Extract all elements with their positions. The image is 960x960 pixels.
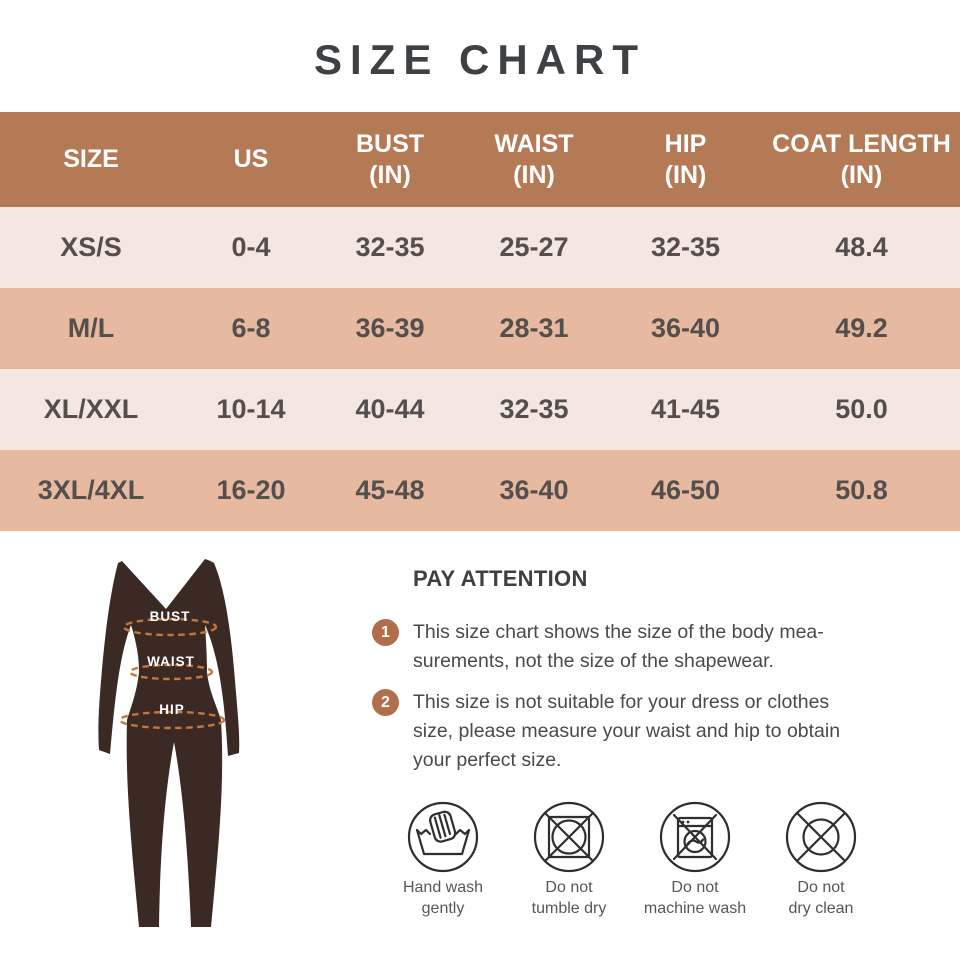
number-1-badge: 1 <box>372 619 399 646</box>
cell-bust: 45-48 <box>355 475 425 506</box>
header-us: US <box>233 145 269 174</box>
no-tumble-dry-icon <box>533 801 605 873</box>
care-instructions: Hand wash gently Do not tumble dry <box>380 800 884 919</box>
cell-size: XS/S <box>60 232 122 263</box>
cell-coat: 50.8 <box>835 475 888 506</box>
care-label: Do not dry clean <box>788 879 854 917</box>
table-row: XS/S 0-4 32-35 25-27 32-35 48.4 <box>0 207 960 288</box>
no-machine-wash-icon <box>659 801 731 873</box>
cell-waist: 28-31 <box>499 313 569 344</box>
care-label: Do not tumble dry <box>531 879 607 917</box>
table-row: 3XL/4XL 16-20 45-48 36-40 46-50 50.8 <box>0 450 960 531</box>
care-label: Hand wash gently <box>402 879 484 917</box>
header-size: SIZE <box>63 145 119 174</box>
header-hip: HIP (IN) <box>664 130 707 189</box>
shapewear-figure: BUST WAIST HIP <box>98 559 240 927</box>
cell-waist: 36-40 <box>499 475 569 506</box>
table-row: M/L 6-8 36-39 28-31 36-40 49.2 <box>0 288 960 369</box>
cell-us: 16-20 <box>216 475 286 506</box>
measurement-lines <box>118 617 226 730</box>
cell-size: XL/XXL <box>43 394 139 425</box>
cell-waist: 25-27 <box>499 232 569 263</box>
hip-label: HIP <box>159 702 185 717</box>
cell-us: 6-8 <box>231 313 271 344</box>
table-row: XL/XXL 10-14 40-44 32-35 41-45 50.0 <box>0 369 960 450</box>
cell-bust: 36-39 <box>355 313 425 344</box>
care-item-no-tumble-dry: Do not tumble dry <box>506 800 632 919</box>
cell-us: 0-4 <box>231 232 271 263</box>
header-coat-length: COAT LENGTH (IN) <box>772 130 951 189</box>
cell-hip: 32-35 <box>650 232 721 263</box>
care-label: Do not machine wash <box>643 879 747 917</box>
no-dry-clean-icon <box>785 801 857 873</box>
attention-item-1: 1 This size chart shows the size of the … <box>372 618 933 676</box>
attention-text-2: This size is not suitable for your dress… <box>413 691 841 771</box>
attention-heading: PAY ATTENTION <box>413 566 588 591</box>
bust-line <box>122 617 218 637</box>
cell-bust: 32-35 <box>355 232 425 263</box>
hand-wash-icon <box>407 801 479 873</box>
cell-hip: 41-45 <box>650 394 721 425</box>
cell-size: M/L <box>67 313 115 344</box>
cell-coat: 48.4 <box>835 232 888 263</box>
attention-item-2: 2 This size is not suitable for your dre… <box>372 688 933 775</box>
cell-size: 3XL/4XL <box>37 475 145 506</box>
cell-coat: 50.0 <box>835 394 888 425</box>
cell-us: 10-14 <box>216 394 286 425</box>
cell-hip: 36-40 <box>650 313 721 344</box>
cell-coat: 49.2 <box>835 313 888 344</box>
table-header-row: SIZE US BUST (IN) WAIST (IN) HIP (IN) COAT … <box>0 112 960 207</box>
cell-waist: 32-35 <box>499 394 569 425</box>
hip-line <box>118 710 226 730</box>
cell-bust: 40-44 <box>355 394 425 425</box>
waist-line <box>128 663 214 681</box>
jumpsuit-silhouette <box>98 559 240 927</box>
waist-label: WAIST <box>147 654 195 669</box>
header-bust: BUST (IN) <box>355 130 425 189</box>
size-table: SIZE US BUST (IN) WAIST (IN) HIP (IN) COAT … <box>0 112 960 531</box>
care-item-no-machine-wash: Do not machine wash <box>632 800 758 919</box>
care-item-no-dry-clean: Do not dry clean <box>758 800 884 919</box>
attention-text-1: This size chart shows the size of the bo… <box>413 621 824 672</box>
care-item-hand-wash: Hand wash gently <box>380 800 506 919</box>
number-2-badge: 2 <box>372 689 399 716</box>
page-title: SIZE CHART <box>314 36 646 83</box>
cell-hip: 46-50 <box>650 475 721 506</box>
header-waist: WAIST (IN) <box>494 130 574 189</box>
bust-label: BUST <box>150 609 191 624</box>
